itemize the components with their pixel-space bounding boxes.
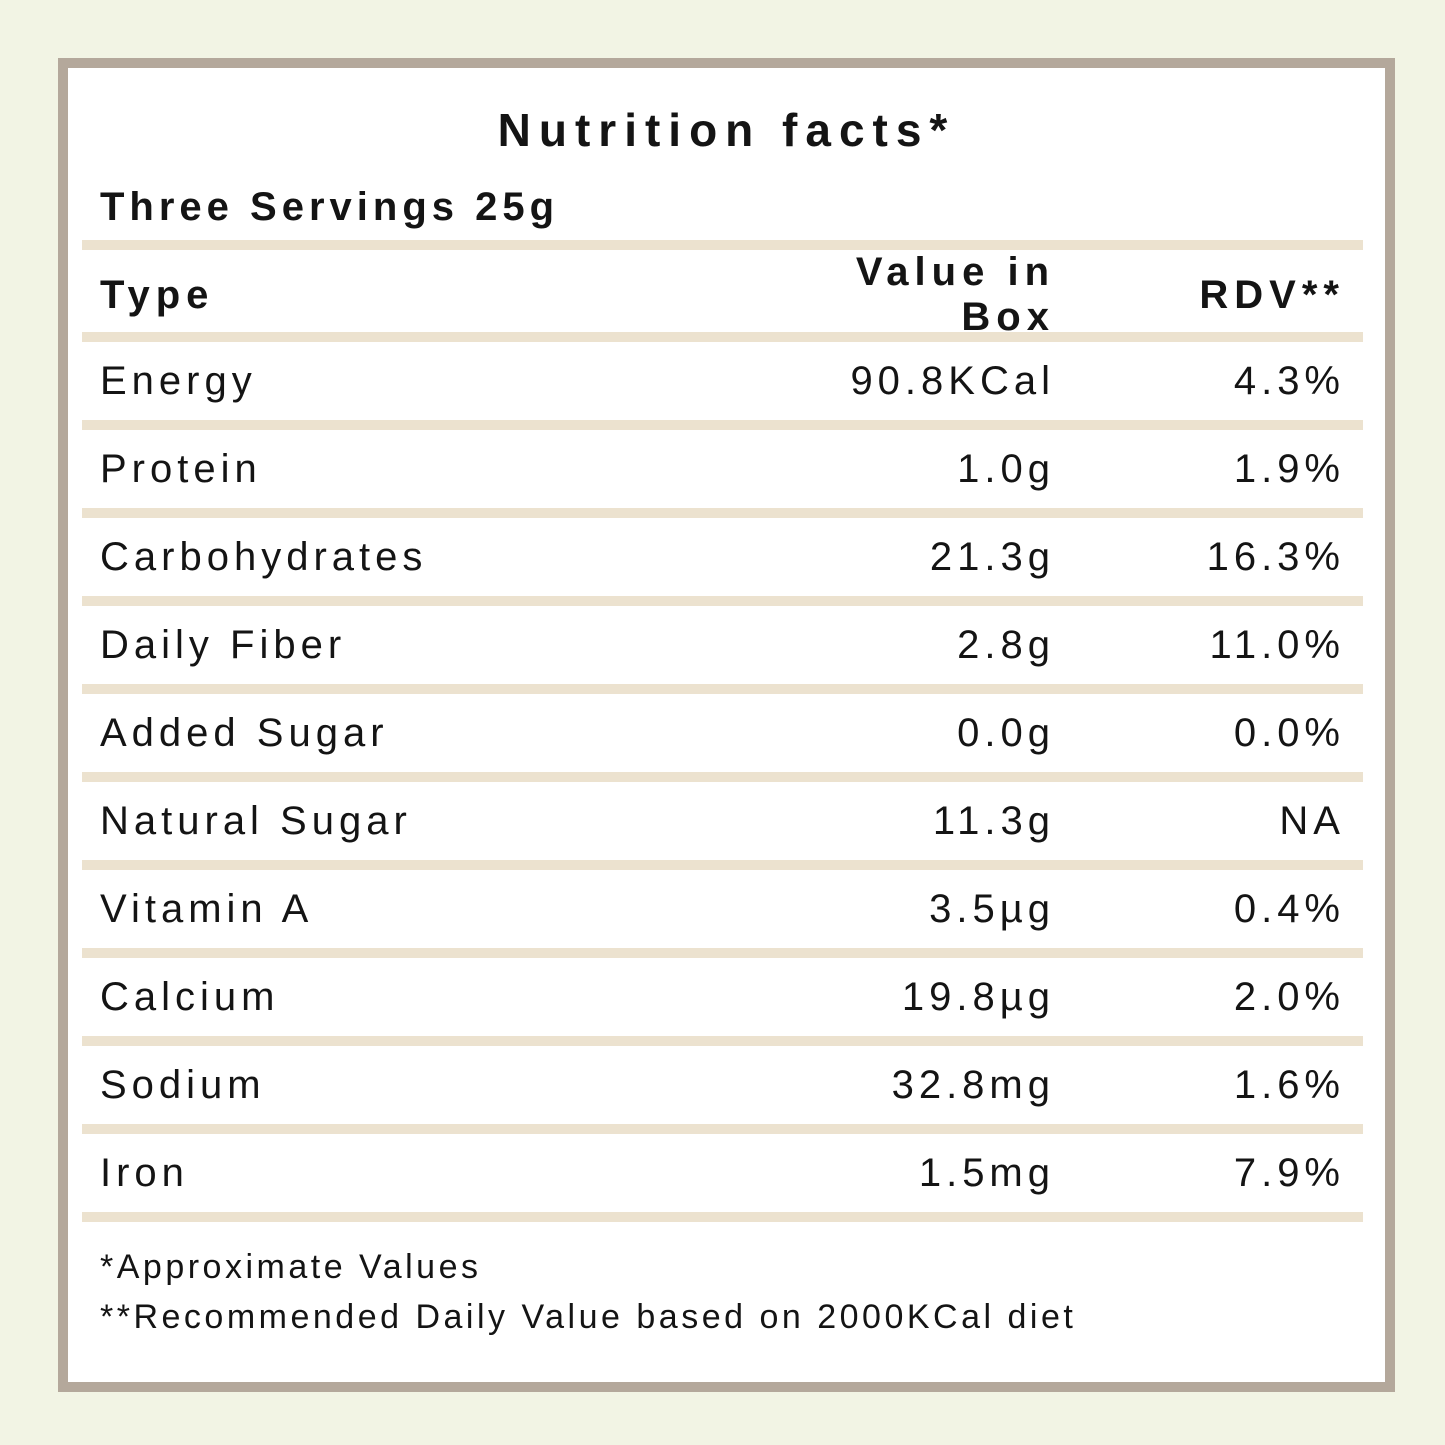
row-separator — [82, 596, 1363, 606]
row-separator — [82, 772, 1363, 782]
table-row: Daily Fiber 2.8g 11.0% — [68, 606, 1385, 684]
row-separator — [82, 1124, 1363, 1134]
cell-rdv: 11.0% — [1209, 622, 1345, 667]
cell-rdv: 1.6% — [1233, 1062, 1345, 1107]
row-separator — [82, 684, 1363, 694]
footnotes: *Approximate Values **Recommended Daily … — [68, 1242, 1385, 1342]
footnote-recommended-daily-value: **Recommended Daily Value based on 2000K… — [100, 1298, 1077, 1336]
cell-type: Sodium — [100, 1062, 266, 1107]
row-separator — [82, 948, 1363, 958]
cell-value: 11.3g — [932, 798, 1055, 843]
row-separator — [82, 1212, 1363, 1222]
cell-type: Protein — [100, 446, 262, 491]
row-separator — [82, 508, 1363, 518]
table-row: Added Sugar 0.0g 0.0% — [68, 694, 1385, 772]
cell-rdv: 4.3% — [1233, 358, 1345, 403]
cell-rdv: NA — [1279, 798, 1345, 843]
cell-value: 1.0g — [957, 446, 1055, 491]
nutrition-table-body: Energy 90.8KCal 4.3% Protein 1.0g 1.9% Carbohy… — [68, 342, 1385, 1222]
cell-type: Added Sugar — [100, 710, 389, 755]
table-row: Protein 1.0g 1.9% — [68, 430, 1385, 508]
cell-value: 21.3g — [929, 534, 1055, 579]
cell-type: Vitamin A — [100, 886, 314, 931]
table-row: Iron 1.5mg 7.9% — [68, 1134, 1385, 1212]
nutrition-facts-title: Nutrition facts* — [497, 104, 956, 156]
table-row: Vitamin A 3.5µg 0.4% — [68, 870, 1385, 948]
table-row: Natural Sugar 11.3g NA — [68, 782, 1385, 860]
cell-value: 1.5mg — [918, 1150, 1055, 1195]
table-row: Energy 90.8KCal 4.3% — [68, 342, 1385, 420]
row-separator — [82, 1036, 1363, 1046]
cell-rdv: 7.9% — [1233, 1150, 1345, 1195]
footnote-approximate-values: *Approximate Values — [100, 1248, 482, 1286]
cell-type: Natural Sugar — [100, 798, 412, 843]
cell-value: 3.5µg — [929, 886, 1055, 931]
table-row: Calcium 19.8µg 2.0% — [68, 958, 1385, 1036]
header-rdv: RDV** — [1199, 272, 1345, 317]
row-separator — [82, 420, 1363, 430]
header-top-separator — [82, 240, 1363, 250]
cell-type: Daily Fiber — [100, 622, 347, 667]
cell-rdv: 0.0% — [1233, 710, 1345, 755]
cell-type: Carbohydrates — [100, 534, 428, 579]
cell-type: Energy — [100, 358, 257, 403]
table-row: Sodium 32.8mg 1.6% — [68, 1046, 1385, 1124]
nutrition-label-card: Nutrition facts* Three Servings 25g Type… — [58, 58, 1395, 1392]
serving-info: Three Servings 25g — [100, 185, 560, 229]
cell-type: Calcium — [100, 974, 280, 1019]
cell-type: Iron — [100, 1150, 189, 1195]
cell-value: 32.8mg — [891, 1062, 1055, 1107]
table-header-row: Type Value in Box RDV** — [68, 250, 1385, 339]
cell-value: 19.8µg — [901, 974, 1055, 1019]
header-value-in-box: Value in Box — [855, 250, 1055, 339]
header-type: Type — [100, 272, 215, 317]
cell-value: 2.8g — [957, 622, 1055, 667]
cell-rdv: 16.3% — [1206, 534, 1345, 579]
table-row: Carbohydrates 21.3g 16.3% — [68, 518, 1385, 596]
row-separator — [82, 860, 1363, 870]
cell-rdv: 1.9% — [1233, 446, 1345, 491]
cell-rdv: 0.4% — [1233, 886, 1345, 931]
header-bottom-separator — [82, 332, 1363, 342]
cell-rdv: 2.0% — [1233, 974, 1345, 1019]
cell-value: 0.0g — [957, 710, 1055, 755]
cell-value: 90.8KCal — [850, 358, 1055, 403]
